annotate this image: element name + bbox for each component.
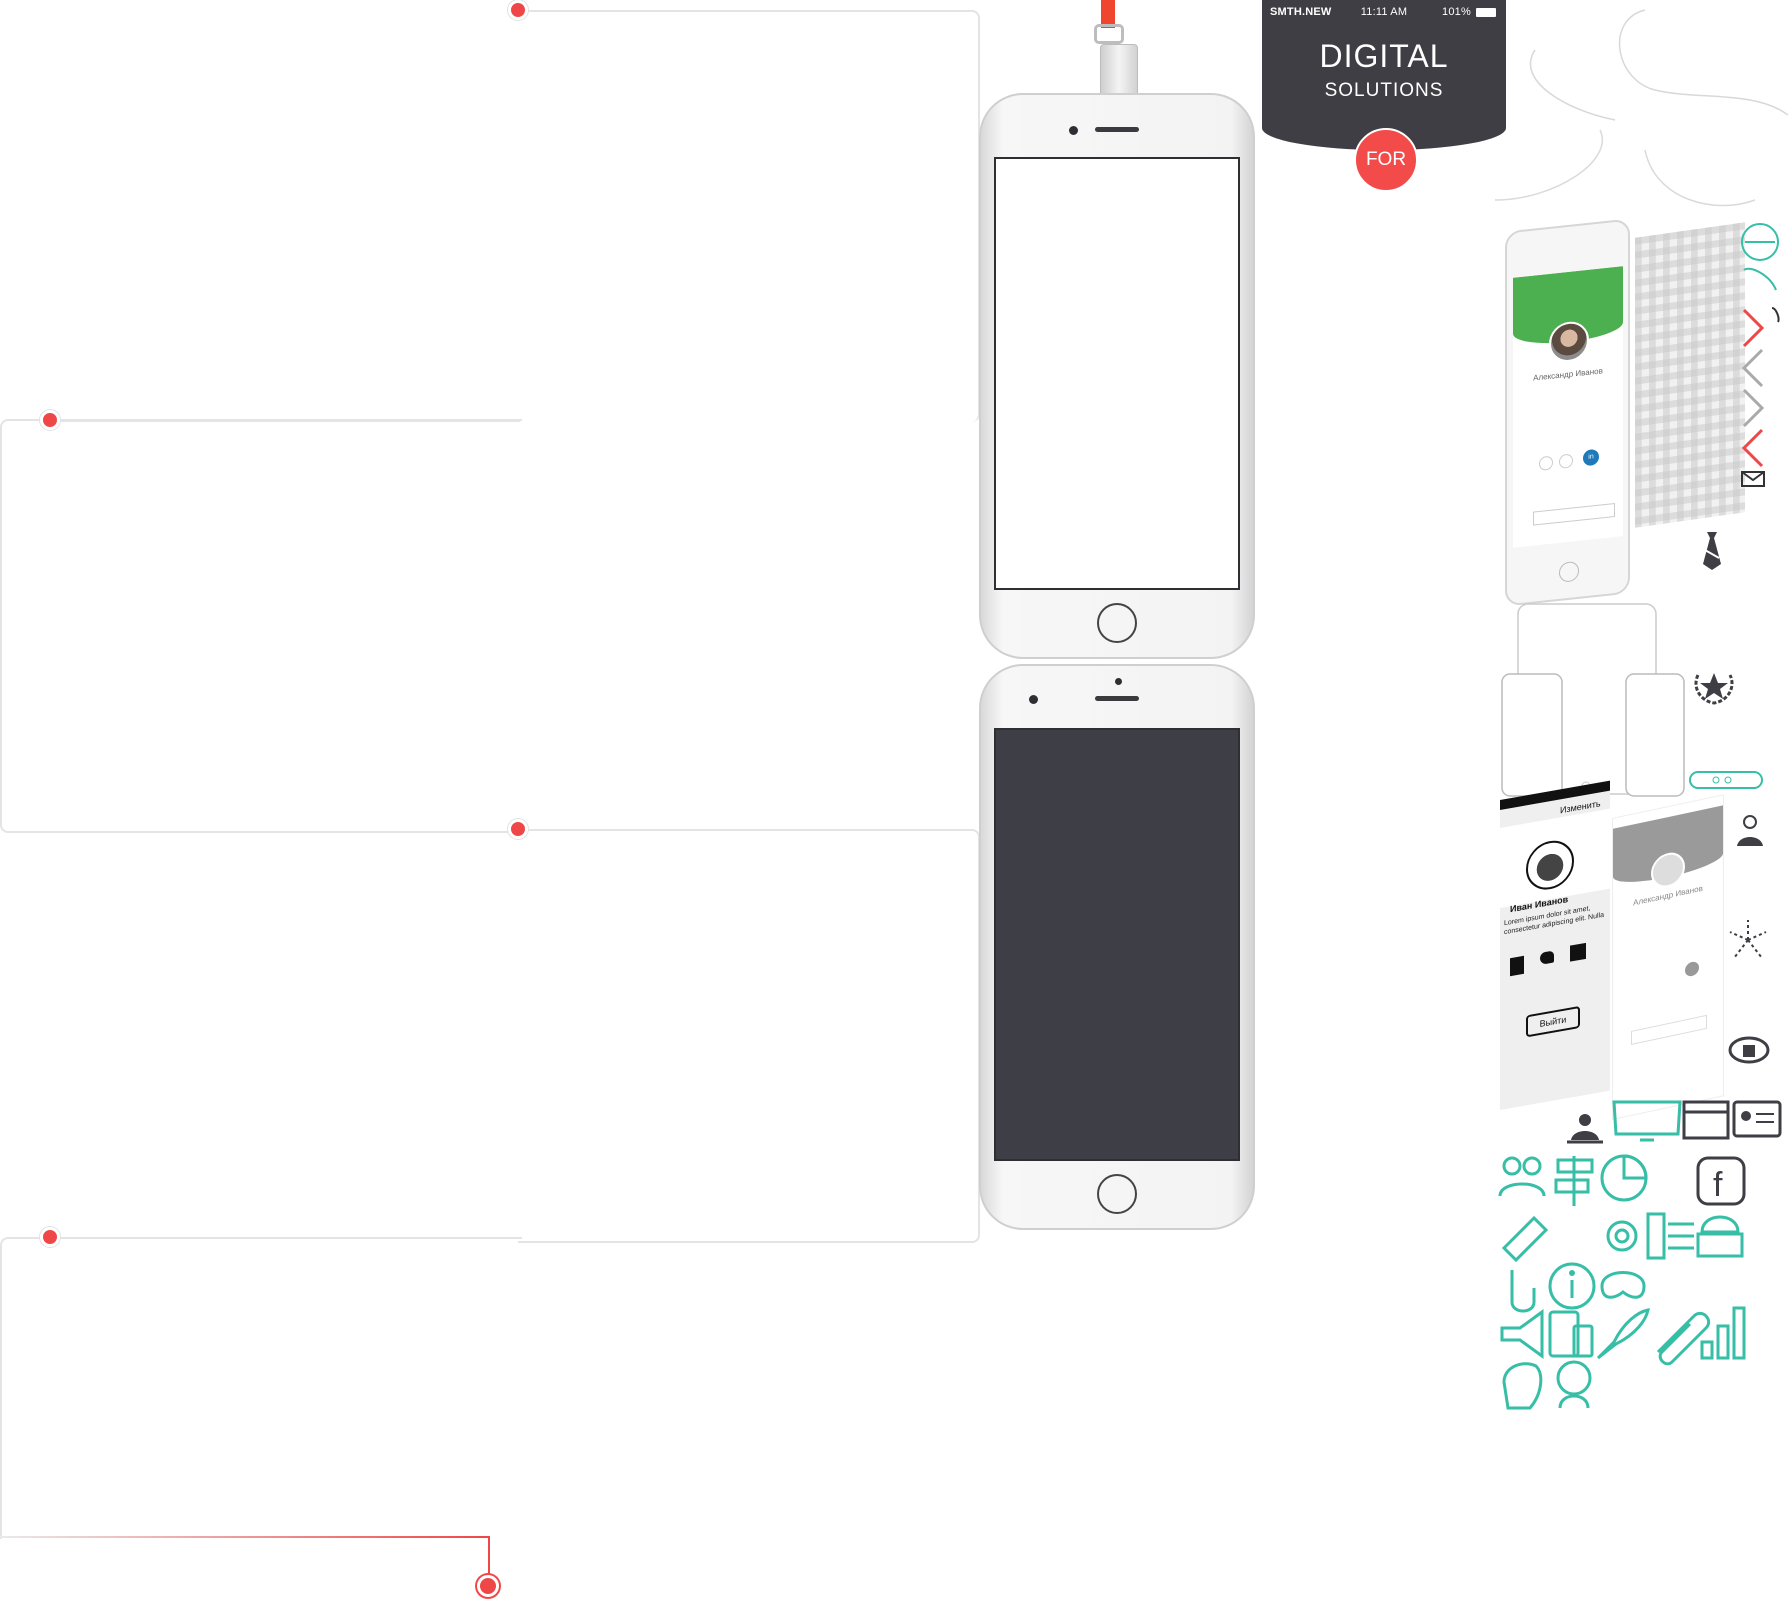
tie-icon <box>1703 532 1721 570</box>
phone-screen <box>994 157 1240 590</box>
phone-screen: Александр Иванов in <box>1513 266 1623 548</box>
timeline-segment <box>518 10 980 422</box>
user-avatar-icon <box>1741 223 1779 261</box>
arrow-left-icon <box>1741 428 1764 468</box>
for-button[interactable]: FOR <box>1354 128 1418 192</box>
ticket-icon <box>1501 1215 1549 1263</box>
profile-phone-green: Александр Иванов in <box>1505 218 1630 607</box>
idea-person-icon <box>1737 815 1763 846</box>
checklist-icon <box>1646 1212 1694 1260</box>
promo-card: SMTH.NEW 11:11 AM 101% DIGITAL SOLUTIONS <box>1262 0 1506 150</box>
social-icon[interactable] <box>1559 453 1573 469</box>
monitor-icon <box>1612 1100 1682 1142</box>
gamepad-icon <box>1600 1271 1646 1299</box>
timeline-end-node[interactable] <box>477 1575 499 1597</box>
front-camera <box>1029 695 1038 704</box>
timeline-node[interactable] <box>40 410 60 430</box>
timeline-segment <box>50 420 520 422</box>
lanyard-clip <box>1094 24 1124 44</box>
pointer-hand-icon <box>1743 267 1777 291</box>
stadium-icon <box>1728 1036 1770 1064</box>
timeline-segment <box>518 829 980 1243</box>
arrow-right-icon <box>1742 308 1765 348</box>
promo-subtitle: SOLUTIONS <box>1324 80 1444 101</box>
wire-exit-button[interactable]: Выйти <box>1526 1005 1580 1038</box>
status-battery: 101% <box>1442 6 1471 18</box>
status-carrier: SMTH.NEW <box>1270 6 1332 18</box>
linkedin-icon[interactable] <box>1570 942 1586 962</box>
speaker-grill <box>1095 696 1139 701</box>
mail-icon <box>1741 471 1765 487</box>
lanyard-strap <box>1101 0 1115 28</box>
twitter-icon[interactable] <box>1540 950 1554 965</box>
phone-mockup-white <box>979 93 1255 659</box>
bar-chart-icon <box>1700 1306 1746 1360</box>
touch-icon <box>1510 1270 1536 1313</box>
timeline-node[interactable] <box>508 0 528 20</box>
arrow-right-icon <box>1742 388 1765 428</box>
signpost-icon <box>1554 1156 1594 1206</box>
group-icon <box>1498 1156 1546 1197</box>
arrow-left-icon <box>1741 348 1764 388</box>
rocket-icon <box>1596 1308 1650 1360</box>
svg-text:f: f <box>1713 1166 1723 1204</box>
timeline-end-segment <box>0 1536 490 1590</box>
facebook-icon: f <box>1696 1156 1746 1206</box>
profile-phone-gray: Александр Иванов <box>1612 794 1724 1120</box>
linkedin-icon[interactable]: in <box>1583 448 1599 467</box>
devices-outline <box>1501 603 1685 797</box>
timeline-segment <box>0 419 522 833</box>
status-time: 11:11 AM <box>1360 6 1408 18</box>
icon-strip-right <box>1741 223 1780 487</box>
cloud-server-icon <box>1696 1215 1744 1258</box>
info-icon <box>1548 1262 1596 1310</box>
presenter-icon <box>1567 1114 1603 1144</box>
fireworks-icon <box>1729 920 1767 959</box>
cloud-sketch <box>1495 9 1788 207</box>
brain-icon <box>1502 1362 1543 1410</box>
phone-mockup-dark <box>979 664 1255 1230</box>
settings-icon <box>1606 1220 1638 1252</box>
id-card-icon <box>1732 1100 1782 1138</box>
support-icon <box>1556 1360 1592 1409</box>
facebook-icon[interactable] <box>1510 955 1524 977</box>
phone-screen <box>994 728 1240 1161</box>
logout-field[interactable] <box>1533 503 1615 526</box>
timeline-segment <box>0 1237 522 1539</box>
social-icon[interactable] <box>1685 960 1699 978</box>
home-button[interactable] <box>1559 560 1579 583</box>
home-button[interactable] <box>1097 603 1137 643</box>
pie-chart-icon <box>1600 1154 1648 1202</box>
teal-icon-grid: f <box>1498 1154 1746 1410</box>
phone-icon <box>1771 307 1780 323</box>
paperclip-icon <box>1656 1311 1711 1366</box>
social-icon[interactable] <box>1539 455 1553 471</box>
front-camera <box>1069 126 1078 135</box>
logout-field[interactable] <box>1631 1014 1707 1045</box>
promo-title: DIGITAL <box>1319 38 1449 74</box>
laurel-star-icon <box>1694 673 1734 705</box>
profile-name: Александр Иванов <box>1533 366 1603 383</box>
checker-pattern <box>1635 222 1745 528</box>
browser-icon <box>1682 1100 1730 1140</box>
front-camera <box>1115 678 1122 685</box>
battery-icon <box>1476 8 1496 17</box>
timeline-node[interactable] <box>40 1227 60 1247</box>
home-button[interactable] <box>1097 1174 1137 1214</box>
speaker-grill <box>1095 127 1139 132</box>
router-icon <box>1689 771 1763 789</box>
wireframe-profile: Изменить Иван Иванов Lorem ipsum dolor s… <box>1500 780 1610 1110</box>
megaphone-icon <box>1500 1309 1544 1359</box>
timeline-node[interactable] <box>508 819 528 839</box>
devices-icon <box>1548 1310 1594 1358</box>
